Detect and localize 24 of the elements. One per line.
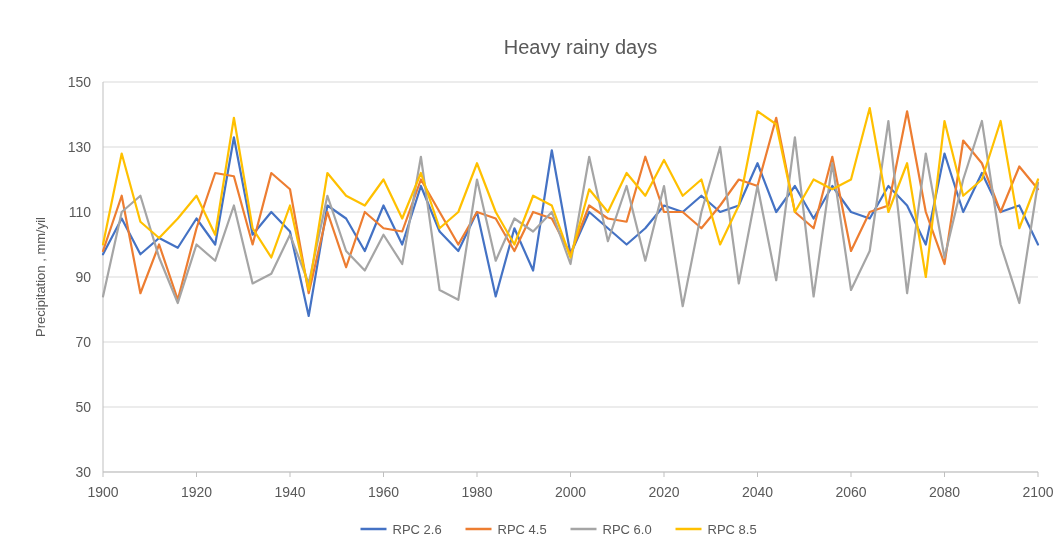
y-tick-label: 90 [75, 269, 92, 285]
legend-label: RPC 4.5 [497, 522, 547, 537]
legend-label: RPC 6.0 [602, 522, 652, 537]
x-tick-label: 2020 [648, 484, 680, 500]
y-tick-label: 50 [75, 399, 92, 415]
x-tick-label: 2080 [928, 484, 961, 500]
legend-label: RPC 2.6 [392, 522, 442, 537]
x-tick-label: 1900 [87, 484, 119, 500]
x-tick-label: 2060 [835, 484, 867, 500]
x-tick-label: 1920 [180, 484, 213, 500]
y-tick-label: 70 [75, 334, 92, 350]
chart-title: Heavy rainy days [503, 36, 658, 58]
x-tick-label: 2100 [1022, 484, 1054, 500]
legend-label: RPC 8.5 [707, 522, 757, 537]
x-tick-label: 1980 [461, 484, 493, 500]
x-tick-label: 2000 [554, 484, 587, 500]
y-tick-label: 110 [68, 204, 92, 220]
x-tick-label: 2040 [741, 484, 774, 500]
x-tick-label: 1960 [367, 484, 400, 500]
y-tick-label: 30 [75, 464, 92, 480]
y-tick-label: 130 [67, 139, 92, 155]
x-tick-label: 1940 [274, 484, 306, 500]
y-axis-title: Precipitation , mm/yil [33, 216, 48, 337]
y-tick-label: 150 [67, 74, 92, 90]
